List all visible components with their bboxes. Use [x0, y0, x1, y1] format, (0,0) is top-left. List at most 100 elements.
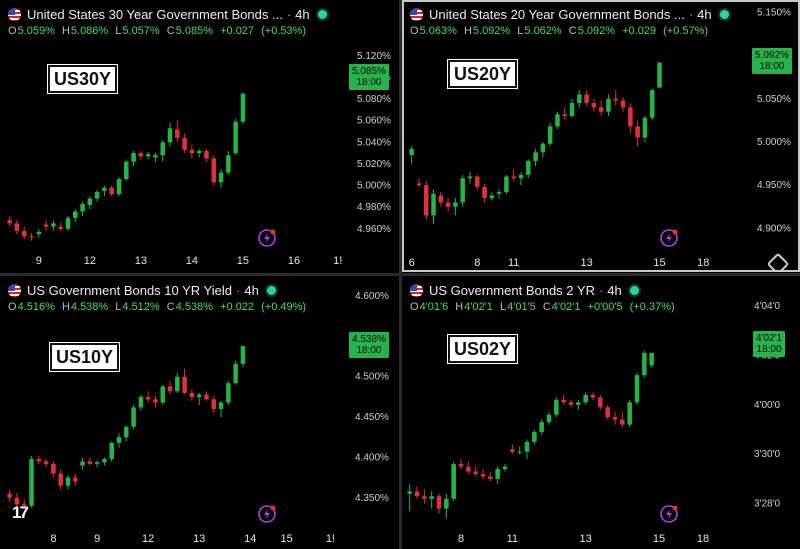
high-value: 4'02'1 — [464, 301, 493, 313]
change-percent: (+0.37%) — [629, 301, 675, 313]
timeframe-label[interactable]: 4h — [697, 6, 712, 22]
candle-body — [131, 153, 136, 162]
candle — [598, 100, 604, 117]
candle-body — [649, 352, 654, 366]
candle — [422, 488, 427, 504]
timeframe-label[interactable]: 4h — [295, 6, 310, 22]
symbol-header[interactable]: US Government Bonds 10 YR Yield · 4h — [8, 281, 358, 299]
chart-panel-us30y[interactable]: United States 30 Year Government Bonds .… — [0, 0, 398, 272]
separator: · — [688, 6, 694, 22]
candle — [226, 150, 231, 175]
candle — [436, 493, 442, 514]
symbol-header[interactable]: US Government Bonds 2 YR · 4h — [410, 281, 760, 299]
candle — [598, 394, 603, 410]
candle — [182, 368, 187, 395]
candle-body — [613, 98, 619, 101]
open-value: 5.059% — [17, 25, 55, 37]
candle — [555, 111, 560, 129]
x-tick-label: 14 — [244, 533, 256, 545]
candle-body — [21, 230, 27, 237]
candle-body — [467, 176, 473, 179]
candle-body — [138, 153, 144, 157]
change-value: +0'00'5 — [587, 301, 623, 313]
candle-body — [109, 187, 114, 195]
candle — [414, 486, 420, 499]
lightning-alert-icon[interactable] — [258, 505, 276, 523]
candle — [124, 425, 129, 442]
candle — [517, 446, 522, 455]
candle — [21, 226, 27, 240]
symbol-badge: US20Y — [446, 59, 519, 89]
candle — [502, 464, 508, 472]
candle-body — [482, 186, 487, 199]
candle — [175, 120, 180, 143]
y-tick-label: 5.040% — [357, 137, 391, 148]
candle-body — [436, 496, 442, 509]
candle-body — [43, 224, 49, 227]
symbol-header[interactable]: United States 30 Year Government Bonds .… — [8, 5, 358, 23]
candle — [547, 122, 553, 147]
change-value: +0.022 — [220, 301, 255, 313]
tradingview-logo[interactable]: 17 — [12, 503, 29, 522]
lightning-alert-icon[interactable] — [660, 505, 678, 523]
x-tick-label: 11 — [508, 257, 519, 269]
y-tick-label: 4.450% — [355, 412, 389, 423]
candle — [409, 146, 414, 164]
change-percent: (+0.49%) — [261, 301, 307, 313]
y-tick-label: 4.900% — [757, 223, 791, 234]
x-tick-label: 15 — [653, 533, 665, 545]
chart-panel-us10y[interactable]: US Government Bonds 10 YR Yield · 4h O4.… — [0, 276, 398, 548]
y-tick-label: 5.060% — [357, 116, 391, 127]
candle — [240, 92, 246, 124]
candle — [109, 441, 114, 462]
candle-body — [240, 346, 246, 364]
us-flag-icon — [410, 7, 423, 21]
candle — [94, 189, 100, 202]
candle-body — [145, 396, 151, 400]
candle-body — [649, 90, 655, 118]
candle-body — [153, 155, 158, 158]
candle — [458, 459, 464, 470]
candle — [87, 457, 93, 466]
candlestick-chart[interactable]: 5.150%5.100%5.050%5.000%4.950%4.900%6811… — [402, 0, 800, 272]
market-open-icon — [266, 285, 276, 295]
chart-panel-us02y[interactable]: US Government Bonds 2 YR · 4h O4'01'6 H4… — [402, 276, 800, 548]
candle-body — [409, 148, 414, 155]
candle-body — [495, 469, 500, 479]
candle-body — [138, 396, 144, 408]
candle — [627, 399, 632, 428]
candle-body — [211, 158, 217, 183]
candle-body — [606, 98, 611, 112]
timeframe-label[interactable]: 4h — [244, 282, 259, 298]
candle-body — [533, 152, 538, 161]
ohlc-readout: O5.059% H5.086% L5.057% C5.085% +0.027 (… — [8, 25, 307, 37]
timeframe-label[interactable]: 4h — [607, 282, 622, 298]
y-tick-label: 4'04'0 — [754, 301, 781, 312]
candle-body — [546, 414, 552, 423]
symbol-header[interactable]: United States 20 Year Government Bonds .… — [410, 5, 760, 23]
candle-body — [102, 459, 107, 463]
candle — [480, 469, 486, 479]
candle — [431, 189, 436, 225]
lightning-alert-icon[interactable] — [258, 229, 276, 247]
last-price-label: 5.085% 18:00 — [349, 64, 389, 90]
y-tick-label: 5.080% — [357, 94, 391, 105]
candle — [153, 396, 158, 408]
candle — [116, 433, 122, 448]
candlestick-chart[interactable]: 5.120%5.100%5.080%5.060%5.040%5.020%5.00… — [0, 0, 398, 272]
candle — [87, 196, 93, 210]
candlestick-chart[interactable]: 4.600%4.550%4.500%4.450%4.400%4.350%8912… — [0, 276, 398, 548]
candle — [628, 103, 633, 134]
panel-divider-horizontal[interactable] — [0, 273, 800, 276]
candle-body — [124, 161, 129, 180]
candle — [204, 391, 209, 401]
candle-body — [577, 94, 582, 104]
candle-body — [196, 394, 202, 397]
candle — [43, 459, 49, 468]
lightning-alert-icon[interactable] — [660, 229, 678, 247]
candle-body — [576, 402, 581, 405]
candle-body — [423, 185, 429, 216]
candle — [612, 412, 618, 425]
chart-panel-us20y[interactable]: United States 20 Year Government Bonds .… — [402, 0, 800, 272]
